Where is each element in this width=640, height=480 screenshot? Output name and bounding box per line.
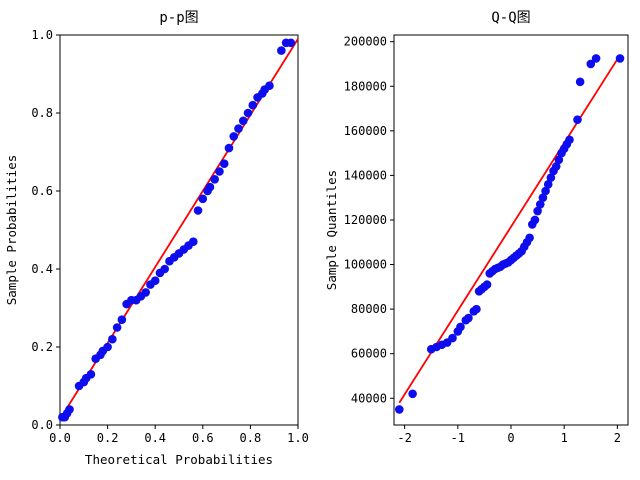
x-tick-label: 1 [561,431,568,445]
x-tick-label: 1.0 [287,431,309,445]
qq-plot: -2 -1 0 1 2 40000 60000 80000 100000 120000 140000… [320,0,640,480]
y-tick-label: 140000 [344,168,387,182]
qq-plot-svg: -2 -1 0 1 2 40000 60000 80000 100000 120000 140000… [324,10,629,445]
y-tick-label: 80000 [351,302,387,316]
data-points [58,38,296,422]
y-tick-label: 200000 [344,35,387,49]
y-tick-label: 0.8 [31,106,53,120]
y-axis-label: Sample Quantiles [324,170,339,290]
pp-plot-svg: 0.0 0.2 0.4 0.6 0.8 1.0 0.0 0.2 0.4 0.6 0.8 1.0 p-p图… [4,10,309,467]
chart-title: Q-Q图 [491,10,530,26]
y-tick-label: 0.0 [31,418,53,432]
x-tick-label: 0 [507,431,514,445]
y-tick-label: 60000 [351,347,387,361]
y-tick-label: 120000 [344,213,387,227]
plot-border [59,34,299,426]
y-axis-label: Sample Probabilities [4,155,19,306]
y-tick-label: 100000 [344,258,387,272]
x-tick-label: 0.0 [49,431,71,445]
x-tick-label: 0.4 [144,431,166,445]
x-tick-label: 0.6 [192,431,214,445]
y-tick-label: 160000 [344,124,387,138]
y-tick-label: 180000 [344,79,387,93]
x-tick-label: -2 [397,431,411,445]
x-tick-label: 0.8 [240,431,262,445]
plot-border [393,34,629,426]
x-axis-label: Theoretical Probabilities [85,452,273,467]
x-tick-label: 0.2 [97,431,119,445]
pp-plot: 0.0 0.2 0.4 0.6 0.8 1.0 0.0 0.2 0.4 0.6 0.8 1.0 p-p图… [4,10,309,467]
y-tick-label: 1.0 [31,28,53,42]
y-tick-label: 40000 [351,391,387,405]
x-tick-label: 2 [614,431,621,445]
data-points [395,54,625,414]
x-tick-label: -1 [451,431,465,445]
y-tick-label: 0.2 [31,340,53,354]
chart-title: p-p图 [159,10,198,26]
y-tick-label: 0.6 [31,184,53,198]
y-tick-label: 0.4 [31,262,53,276]
